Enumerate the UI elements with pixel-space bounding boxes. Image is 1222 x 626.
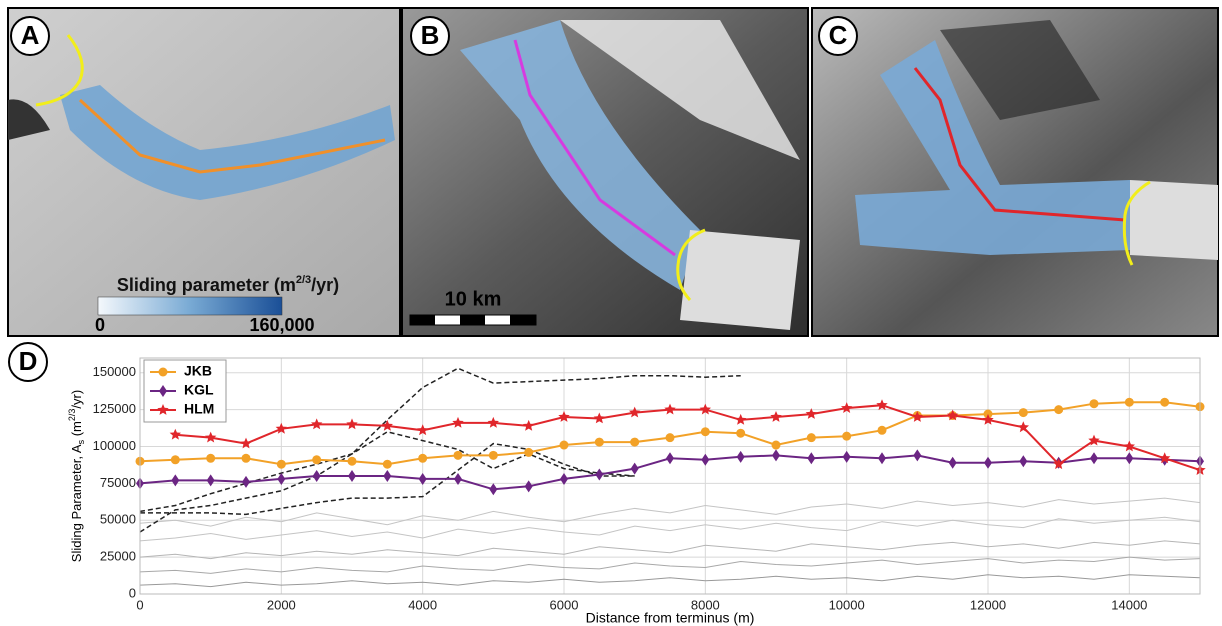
marker xyxy=(666,433,675,442)
marker xyxy=(1019,408,1028,417)
panel-label: C xyxy=(829,20,848,50)
y-tick-label: 25000 xyxy=(100,549,136,564)
marker xyxy=(772,441,781,450)
panel-b xyxy=(402,8,808,336)
panel-c xyxy=(812,8,1218,336)
scale-bar-label: 10 km xyxy=(445,288,502,310)
x-tick-label: 0 xyxy=(136,597,143,612)
x-tick-label: 14000 xyxy=(1111,597,1147,612)
marker xyxy=(807,433,816,442)
y-axis-label-part: /yr) xyxy=(69,390,84,409)
marker xyxy=(489,451,498,460)
colorbar-title-sup: 2/3 xyxy=(296,274,311,286)
panel-label: B xyxy=(421,20,440,50)
y-tick-label: 125000 xyxy=(93,401,136,416)
y-tick-label: 50000 xyxy=(100,512,136,527)
x-tick-label: 4000 xyxy=(408,597,437,612)
marker xyxy=(418,454,427,463)
colorbar-max: 160,000 xyxy=(249,315,314,335)
marker xyxy=(242,454,251,463)
marker xyxy=(842,432,851,441)
panel-label: A xyxy=(21,20,40,50)
marker xyxy=(171,455,180,464)
y-axis-label-part: Sliding Parameter, A xyxy=(69,444,84,562)
marker xyxy=(277,460,286,469)
marker xyxy=(454,451,463,460)
y-axis-label-part: 2/3 xyxy=(67,409,77,422)
y-tick-label: 75000 xyxy=(100,475,136,490)
x-axis-label: Distance from terminus (m) xyxy=(586,610,755,626)
y-axis-label: Sliding Parameter, As (m2/3/yr) xyxy=(67,390,86,562)
marker xyxy=(701,427,710,436)
colorbar-min: 0 xyxy=(95,315,105,335)
marker xyxy=(1090,399,1099,408)
marker xyxy=(595,438,604,447)
y-tick-label: 100000 xyxy=(93,438,136,453)
marker xyxy=(878,426,887,435)
colorbar-title-end: /yr) xyxy=(311,275,339,295)
y-tick-label: 0 xyxy=(129,585,136,600)
marker xyxy=(383,460,392,469)
marker xyxy=(1125,398,1134,407)
x-tick-label: 10000 xyxy=(829,597,865,612)
legend-label: JKB xyxy=(184,363,212,379)
x-tick-label: 6000 xyxy=(550,597,579,612)
marker xyxy=(1054,405,1063,414)
figure: ABCD Sliding parameter (m2/3/yr) 0 160,0… xyxy=(0,0,1222,626)
marker xyxy=(524,448,533,457)
marker xyxy=(560,441,569,450)
panel-label: D xyxy=(19,346,38,376)
marker xyxy=(736,429,745,438)
line-chart: 0 25000 50000 75000 100000 125000 150000 0 2000 4… xyxy=(67,358,1205,626)
legend-label: HLM xyxy=(184,401,214,417)
legend-label: KGL xyxy=(184,382,214,398)
marker xyxy=(159,368,168,377)
marker xyxy=(206,454,215,463)
colorbar-title-text: Sliding parameter (m xyxy=(117,275,296,295)
y-tick-label: 150000 xyxy=(93,364,136,379)
plot-area xyxy=(140,358,1200,594)
marker xyxy=(1160,398,1169,407)
marker xyxy=(348,457,357,466)
y-axis-label-part: (m xyxy=(69,421,84,440)
x-tick-label: 2000 xyxy=(267,597,296,612)
marker xyxy=(630,438,639,447)
x-tick-label: 12000 xyxy=(970,597,1006,612)
marker xyxy=(312,455,321,464)
